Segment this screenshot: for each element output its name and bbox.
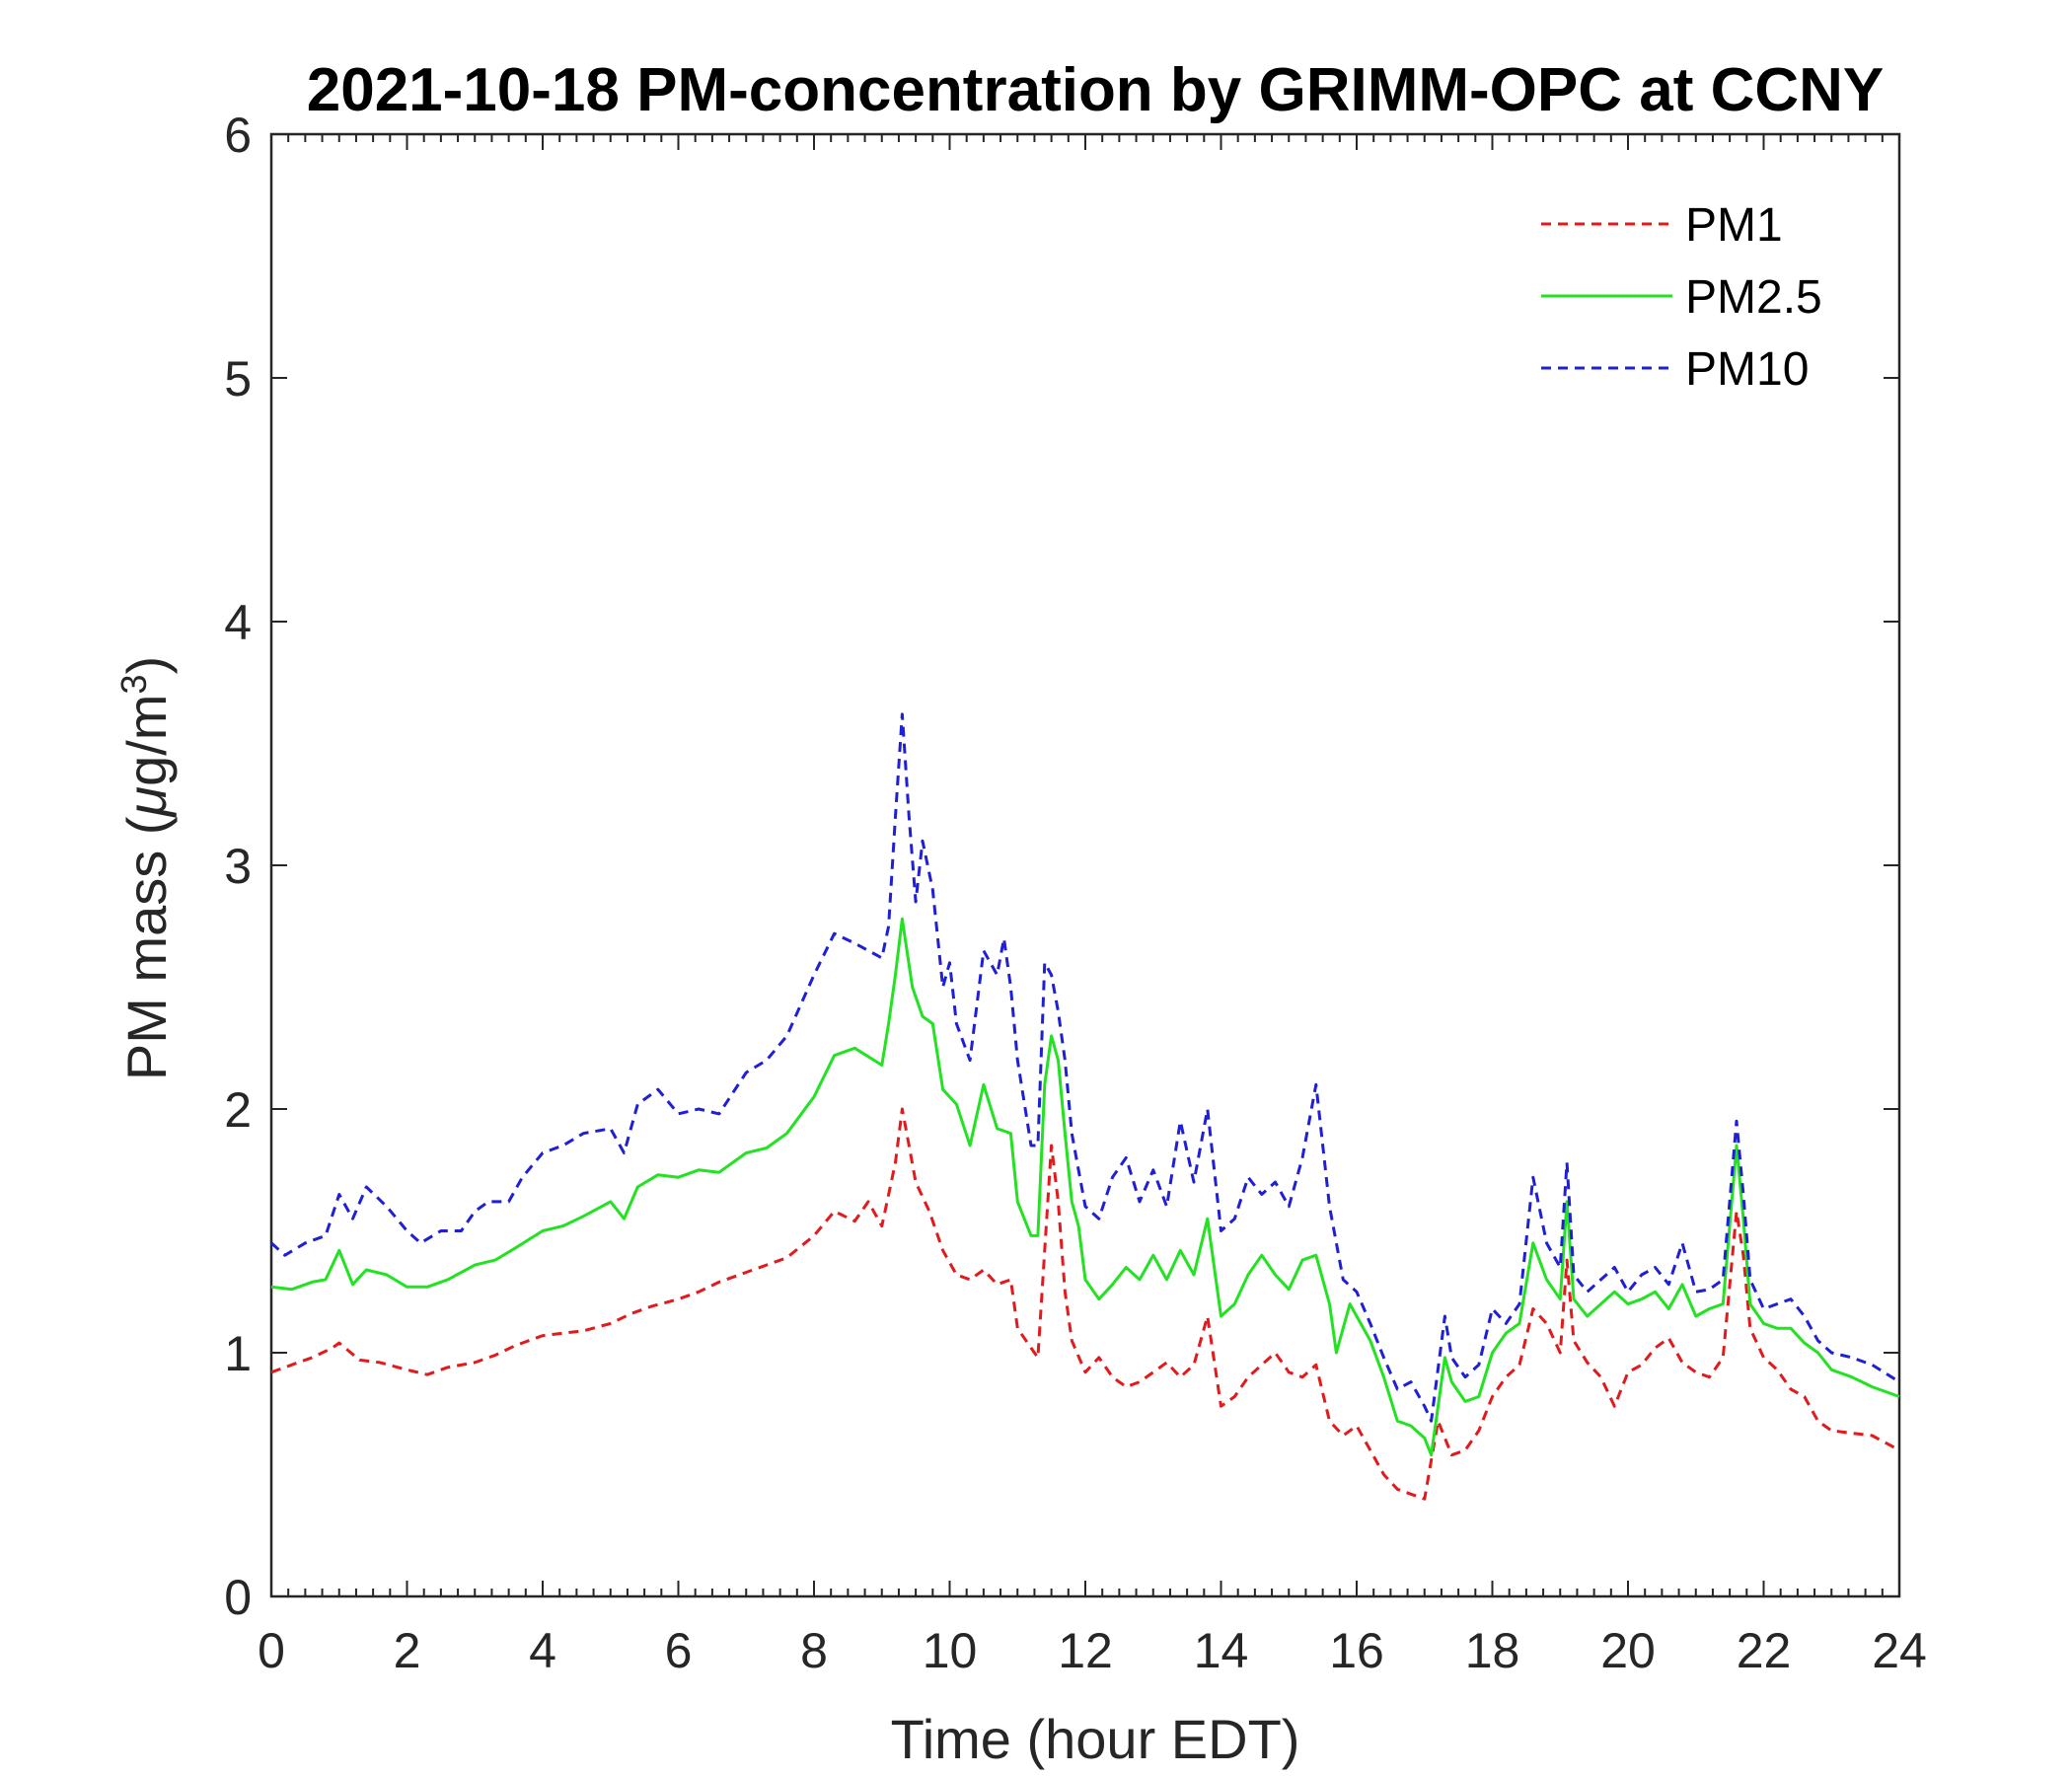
y-axis-tick-labels: 0 1 2 3 4 5 6 <box>224 108 252 1625</box>
axis-ticks <box>270 133 1900 1597</box>
y-axis-label-exponent: 3 <box>113 675 154 695</box>
series-line-pm10 <box>269 712 1900 1423</box>
y-tick-label: 0 <box>224 1570 252 1625</box>
y-axis-label: PM mass (μg/m3) <box>113 656 179 1080</box>
x-tick-label: 20 <box>1600 1623 1656 1678</box>
x-tick-label: 4 <box>529 1623 556 1678</box>
chart-title: 2021-10-18 PM-concentration by GRIMM-OPC… <box>307 56 1885 124</box>
x-tick-label: 24 <box>1872 1623 1927 1678</box>
legend-label: PM10 <box>1685 343 1809 396</box>
y-tick-label: 2 <box>224 1082 252 1138</box>
series-line-pm2-5 <box>270 917 1900 1457</box>
x-tick-label: 6 <box>665 1623 693 1678</box>
y-tick-label: 3 <box>224 839 252 894</box>
x-tick-label: 12 <box>1058 1623 1113 1678</box>
legend-label: PM1 <box>1685 199 1783 252</box>
y-axis-label-close: ) <box>115 656 178 675</box>
y-tick-label: 5 <box>224 351 252 407</box>
y-axis-label-unit: g/m <box>115 695 178 786</box>
y-tick-label: 6 <box>224 108 252 163</box>
data-series-group <box>269 712 1900 1501</box>
x-tick-label: 18 <box>1465 1623 1520 1678</box>
x-tick-label: 16 <box>1329 1623 1384 1678</box>
series-line-pm1 <box>270 1107 1900 1501</box>
x-tick-label: 14 <box>1194 1623 1249 1678</box>
x-axis-tick-labels: 0 2 4 6 8 10 12 14 16 18 20 22 24 <box>258 1623 1927 1678</box>
legend: PM1 PM2.5 PM10 <box>1527 187 1873 405</box>
x-tick-label: 22 <box>1737 1623 1792 1678</box>
x-tick-label: 0 <box>258 1623 285 1678</box>
y-tick-label: 4 <box>224 595 252 650</box>
x-tick-label: 8 <box>800 1623 828 1678</box>
y-tick-label: 1 <box>224 1326 252 1381</box>
x-tick-label: 10 <box>923 1623 978 1678</box>
y-axis-label-main: PM mass ( <box>115 816 178 1080</box>
x-tick-label: 2 <box>394 1623 421 1678</box>
x-axis-label: Time (hour EDT) <box>891 1708 1300 1770</box>
legend-label: PM2.5 <box>1685 271 1822 324</box>
y-axis-label-greek: μ <box>115 786 178 819</box>
